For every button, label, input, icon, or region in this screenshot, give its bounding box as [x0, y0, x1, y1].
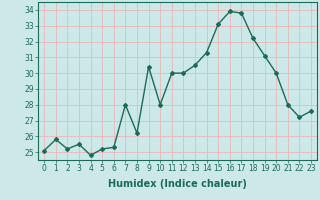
X-axis label: Humidex (Indice chaleur): Humidex (Indice chaleur) — [108, 179, 247, 189]
